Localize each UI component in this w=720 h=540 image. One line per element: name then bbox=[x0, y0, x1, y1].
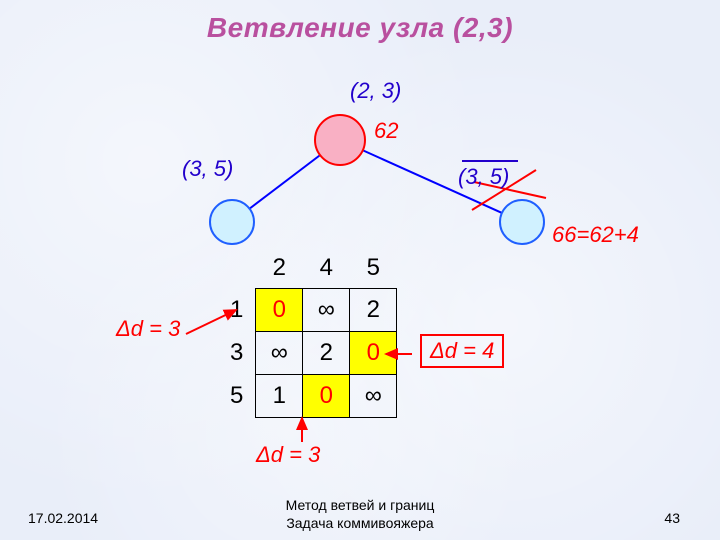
delta-d-left: Δd = 3 bbox=[116, 316, 180, 342]
col-header-row: 2 4 5 bbox=[218, 248, 397, 289]
root-value: 62 bbox=[374, 118, 398, 144]
row-header: 5 bbox=[218, 375, 256, 418]
col-header: 2 bbox=[256, 248, 303, 289]
root-label: (2, 3) bbox=[350, 78, 401, 104]
cost-matrix: 2 4 5 1 0 ∞ 2 3 ∞ 2 0 5 1 0 ∞ bbox=[218, 248, 397, 418]
right-value: 66=62+4 bbox=[552, 222, 639, 248]
cell: ∞ bbox=[256, 332, 303, 375]
cell: ∞ bbox=[350, 375, 397, 418]
footer-date: 17.02.2014 bbox=[28, 510, 98, 526]
cell: 1 bbox=[256, 375, 303, 418]
cell: 2 bbox=[350, 289, 397, 332]
delta-d-bottom: Δd = 3 bbox=[256, 442, 320, 468]
node-left bbox=[210, 200, 254, 244]
delta-d-right: Δd = 4 bbox=[420, 334, 504, 368]
table-row: 1 0 ∞ 2 bbox=[218, 289, 397, 332]
row-header: 1 bbox=[218, 289, 256, 332]
left-label: (3, 5) bbox=[182, 156, 233, 182]
footer-center: Метод ветвей и границ Задача коммивояжер… bbox=[286, 496, 435, 532]
footer-line2: Задача коммивояжера bbox=[286, 515, 433, 531]
cell: 0 bbox=[256, 289, 303, 332]
branch-tree bbox=[0, 0, 720, 250]
table-row: 5 1 0 ∞ bbox=[218, 375, 397, 418]
node-right bbox=[500, 200, 544, 244]
col-header: 5 bbox=[350, 248, 397, 289]
right-label-overline bbox=[460, 158, 520, 164]
right-label: (3, 5) bbox=[458, 164, 509, 190]
footer-line1: Метод ветвей и границ bbox=[286, 497, 435, 513]
cell: 0 bbox=[303, 375, 350, 418]
table-row: 3 ∞ 2 0 bbox=[218, 332, 397, 375]
cell: ∞ bbox=[303, 289, 350, 332]
row-header: 3 bbox=[218, 332, 256, 375]
node-root bbox=[315, 115, 365, 165]
right-label-text: (3, 5) bbox=[458, 164, 509, 189]
col-header: 4 bbox=[303, 248, 350, 289]
cell: 2 bbox=[303, 332, 350, 375]
cell: 0 bbox=[350, 332, 397, 375]
footer-page: 43 bbox=[664, 510, 680, 526]
